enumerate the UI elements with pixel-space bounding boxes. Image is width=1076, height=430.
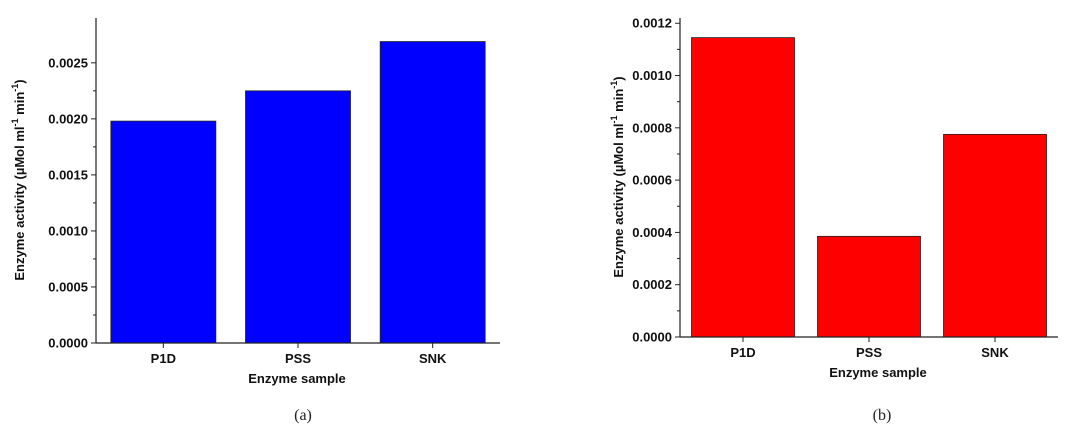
chart-b-y-tick-label: 0.0010 [632, 68, 672, 83]
chart-b-y-tick-label: 0.0004 [632, 225, 673, 240]
chart-b-x-axis-title: Enzyme sample [829, 365, 927, 380]
chart-a-y-tick-label: 0.0015 [48, 167, 88, 182]
chart-a-x-axis-title: Enzyme sample [248, 371, 346, 386]
chart-a-y-tick-label: 0.0005 [48, 279, 88, 294]
chart-b-x-tick-label: PSS [856, 345, 882, 360]
chart-a-y-tick-label: 0.0000 [48, 336, 88, 351]
chart-a-bar-p1d [110, 120, 217, 344]
chart-b-y-axis-title: Enzyme activity (µMol ml-1 min-1) [609, 76, 626, 277]
chart-b-bar-p1d [691, 37, 795, 338]
chart-panel-b: 0.0000 0.0002 0.0004 0.0006 0.0008 0.0010 0.00… [609, 16, 1058, 424]
chart-b-y-tick-label: 0.0006 [632, 173, 672, 188]
chart-b-panel-label: (b) [873, 407, 892, 424]
chart-a-y-axis-title: Enzyme activity (µMol ml-1 min-1) [10, 79, 27, 280]
chart-a-panel-label: (a) [294, 407, 312, 424]
chart-b-y-tick-label: 0.0012 [632, 16, 672, 31]
chart-a-x-tick-label: SNK [419, 351, 447, 366]
chart-a-x-tick-label: P1D [151, 351, 176, 366]
chart-a-y-tick-label: 0.0010 [48, 223, 88, 238]
chart-a-y-tick-label: 0.0025 [48, 55, 88, 70]
chart-b-bar-snk [943, 133, 1047, 338]
chart-b-y-tick-label: 0.0008 [632, 120, 672, 135]
chart-b-x-tick-label: SNK [981, 345, 1009, 360]
chart-a-bar-snk [379, 41, 486, 344]
chart-a-bar-pss [245, 90, 351, 344]
chart-panel-a: 0.0000 0.0005 0.0010 0.0015 0.0020 0.0025 P1D P… [10, 18, 500, 424]
chart-b-bar-pss [817, 235, 921, 338]
chart-a-y-tick-label: 0.0020 [48, 111, 88, 126]
chart-b-y-tick-label: 0.0000 [632, 330, 672, 345]
chart-b-y-tick-label: 0.0002 [632, 277, 672, 292]
chart-b-x-tick-label: P1D [730, 345, 755, 360]
chart-a-x-tick-label: PSS [285, 351, 311, 366]
